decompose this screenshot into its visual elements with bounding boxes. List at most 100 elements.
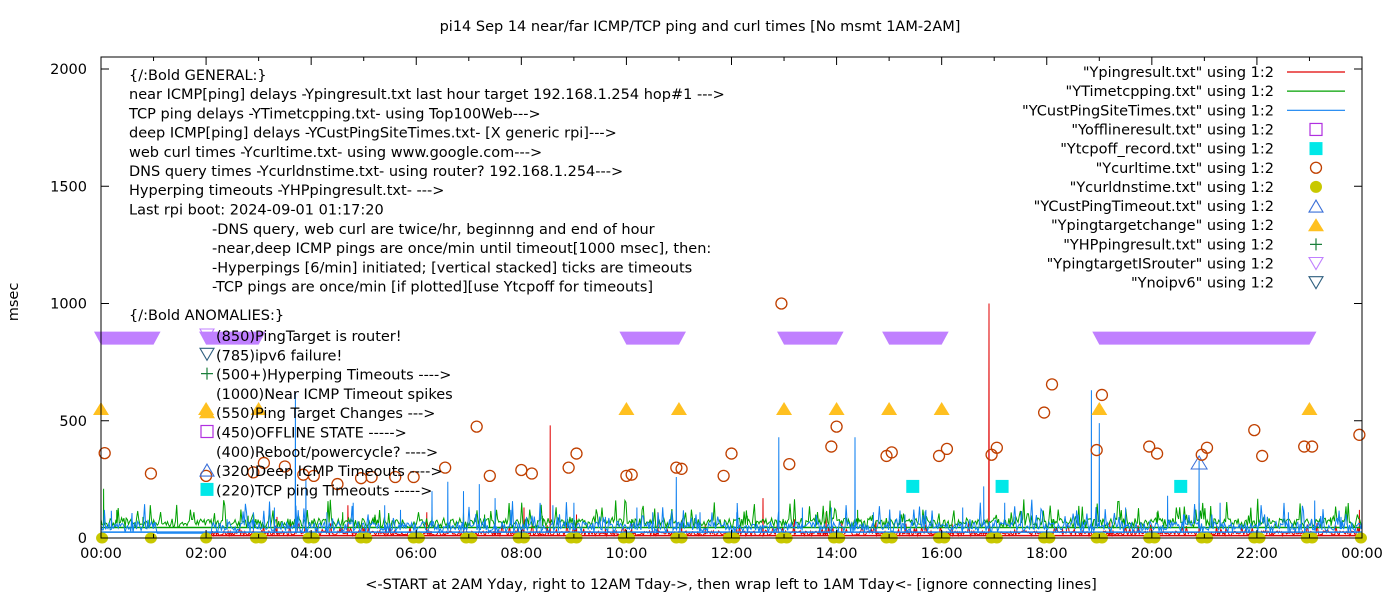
marker-tcpoff xyxy=(995,479,1009,493)
marker-curltime xyxy=(717,469,730,483)
legend-symbol-tri-up-open-icon xyxy=(1308,198,1324,213)
marker-pingtarget-change xyxy=(828,402,845,416)
annotation-general-line: deep ICMP[ping] delays -YCustPingSiteTim… xyxy=(129,126,617,142)
legend-entry-label: "Ycurldnstime.txt" using 1:2 xyxy=(1070,180,1274,196)
marker-pingtarget-change xyxy=(1091,402,1108,416)
marker-curltime xyxy=(331,477,344,491)
legend-entry-label: "Ynoipv6" using 1:2 xyxy=(1131,276,1274,292)
annotation-general-line: {/:Bold GENERAL:} xyxy=(129,68,267,84)
annotation-anomaly-line: (220)TCP ping Timeouts -----> xyxy=(216,483,432,499)
marker-pingtarget-is-router xyxy=(777,331,844,345)
x-axis-label: <-START at 2AM Yday, right to 12AM Tday-… xyxy=(365,577,1097,593)
marker-curltime xyxy=(620,469,633,483)
marker-tcpoff xyxy=(906,479,920,493)
marker-pingtarget-change xyxy=(776,402,793,416)
anomaly-symbol-tri-up-filled-icon xyxy=(199,405,215,419)
marker-tcpoff xyxy=(1174,479,1188,493)
marker-pingtarget-change xyxy=(933,402,950,416)
marker-curltime xyxy=(1045,378,1059,391)
marker-curltime xyxy=(885,446,898,459)
annotation-anomaly-line: (550)Ping Target Changes ---> xyxy=(216,406,435,422)
marker-curltime xyxy=(1305,440,1319,453)
annotation-general-line: web curl times -Ycurltime.txt- using www… xyxy=(129,145,542,161)
annotation-anomaly-line: (500+)Hyperping Timeouts ----> xyxy=(216,368,451,384)
annotation-anomaly-line: (450)OFFLINE STATE -----> xyxy=(216,426,407,442)
marker-curltime xyxy=(783,457,796,471)
legend-entry-label: "Ytcpoff_record.txt" using 1:2 xyxy=(1060,142,1274,158)
annotation-layer: {/:Bold GENERAL:} near ICMP[ping] delays … xyxy=(128,68,725,499)
marker-pingtarget-is-router xyxy=(619,331,686,345)
marker-curltime xyxy=(940,442,954,456)
marker-curltime xyxy=(257,456,271,470)
x-tick-label: 00:00 xyxy=(80,546,122,562)
marker-pingtarget-change xyxy=(670,402,687,416)
anomaly-symbol-square-open-icon xyxy=(200,424,214,439)
annotation-anomaly-line: (850)PingTarget is router! xyxy=(216,329,402,345)
marker-curltime xyxy=(438,461,452,474)
y-tick-label: 1000 xyxy=(50,297,87,313)
annotation-anomaly-line: (785)ipv6 failure! xyxy=(216,348,342,364)
marker-curltime xyxy=(1248,423,1261,437)
marker-curltime xyxy=(1095,388,1109,402)
legend-entry-label: "YCustPingTimeout.txt" using 1:2 xyxy=(1034,199,1274,215)
marker-curltime xyxy=(675,462,688,475)
x-tick-label: 04:00 xyxy=(290,546,332,562)
legend-symbol-square-open-icon xyxy=(1309,122,1323,137)
marker-curltime xyxy=(307,469,320,483)
annotation-general-line: DNS query times -Ycurldnstime.txt- using… xyxy=(129,164,623,180)
marker-curltime xyxy=(1037,406,1051,419)
x-tick-label: 18:00 xyxy=(1026,546,1068,562)
legend-symbol-circle-filled-icon xyxy=(1310,180,1322,193)
x-tick-label: 12:00 xyxy=(711,546,753,562)
marker-custping-timeout xyxy=(1190,455,1209,470)
marker-pingtarget-change xyxy=(1301,402,1318,416)
y-tick-label: 500 xyxy=(59,414,87,430)
marker-curltime xyxy=(525,467,538,480)
chart-title: pi14 Sep 14 near/far ICMP/TCP ping and c… xyxy=(440,19,961,35)
marker-pingtarget-is-router xyxy=(94,331,161,345)
legend-entry-label: "Yofflineresult.txt" using 1:2 xyxy=(1071,122,1274,138)
marker-curltime xyxy=(825,440,838,453)
marker-curltime xyxy=(932,449,946,463)
annotation-anomalies-title: {/:Bold ANOMALIES:} xyxy=(129,308,284,324)
x-tick-label: 22:00 xyxy=(1236,546,1278,562)
marker-curltime xyxy=(1353,428,1366,441)
legend-entry-label: "YCustPingSiteTimes.txt" using 1:2 xyxy=(1022,103,1274,119)
marker-curltime xyxy=(1143,440,1156,453)
marker-curltime xyxy=(1256,449,1269,463)
y-tick-label: 2000 xyxy=(50,62,87,78)
marker-curltime xyxy=(515,463,528,477)
marker-curltime xyxy=(1298,440,1311,453)
marker-curltime xyxy=(1150,447,1164,460)
marker-curltime xyxy=(775,297,788,310)
legend-symbol-plus-icon xyxy=(1310,238,1322,251)
marker-curltime xyxy=(670,461,683,474)
marker-pingtarget-change xyxy=(618,402,635,416)
legend-entry-label: "Ypingtargetchange" using 1:2 xyxy=(1051,218,1274,234)
legend-symbol-square-filled-icon xyxy=(1309,142,1323,156)
anomaly-symbol-tri-up-open-icon xyxy=(199,463,215,477)
x-tick-label: 10:00 xyxy=(606,546,648,562)
x-tick-label: 20:00 xyxy=(1131,546,1173,562)
y-axis-label: msec xyxy=(6,283,22,322)
annotation-note-line: -Hyperpings [6/min] initiated; [vertical… xyxy=(212,260,692,276)
marker-pingtarget-change xyxy=(250,402,267,416)
marker-curltime xyxy=(389,470,402,484)
legend-entry-label: "YHPpingresult.txt" using 1:2 xyxy=(1063,237,1274,253)
x-tick-label: 08:00 xyxy=(500,546,542,562)
marker-pingtarget-change xyxy=(881,402,898,416)
marker-curltime xyxy=(1090,443,1103,457)
legend-entry-label: "YpingtargetISrouter" using 1:2 xyxy=(1047,257,1274,273)
marker-curltime xyxy=(562,461,575,474)
x-tick-label: 02:00 xyxy=(185,546,227,562)
axes-layer: 0 500 1000 1500 2000 00:00 02:00 04:00 06:00 08:0… xyxy=(50,56,1383,562)
anomaly-symbol-tri-down-open-icon xyxy=(199,347,215,362)
legend-entry-label: "Ypingresult.txt" using 1:2 xyxy=(1083,65,1274,81)
annotation-anomaly-line: (400)Reboot/powercycle? ----> xyxy=(216,445,438,461)
marker-curltime xyxy=(483,469,496,483)
marker-curltime xyxy=(990,441,1003,454)
x-tick-label: 14:00 xyxy=(816,546,858,562)
marker-curltime xyxy=(725,447,738,460)
annotation-general-line: Last rpi boot: 2024-09-01 01:17:20 xyxy=(129,202,384,218)
